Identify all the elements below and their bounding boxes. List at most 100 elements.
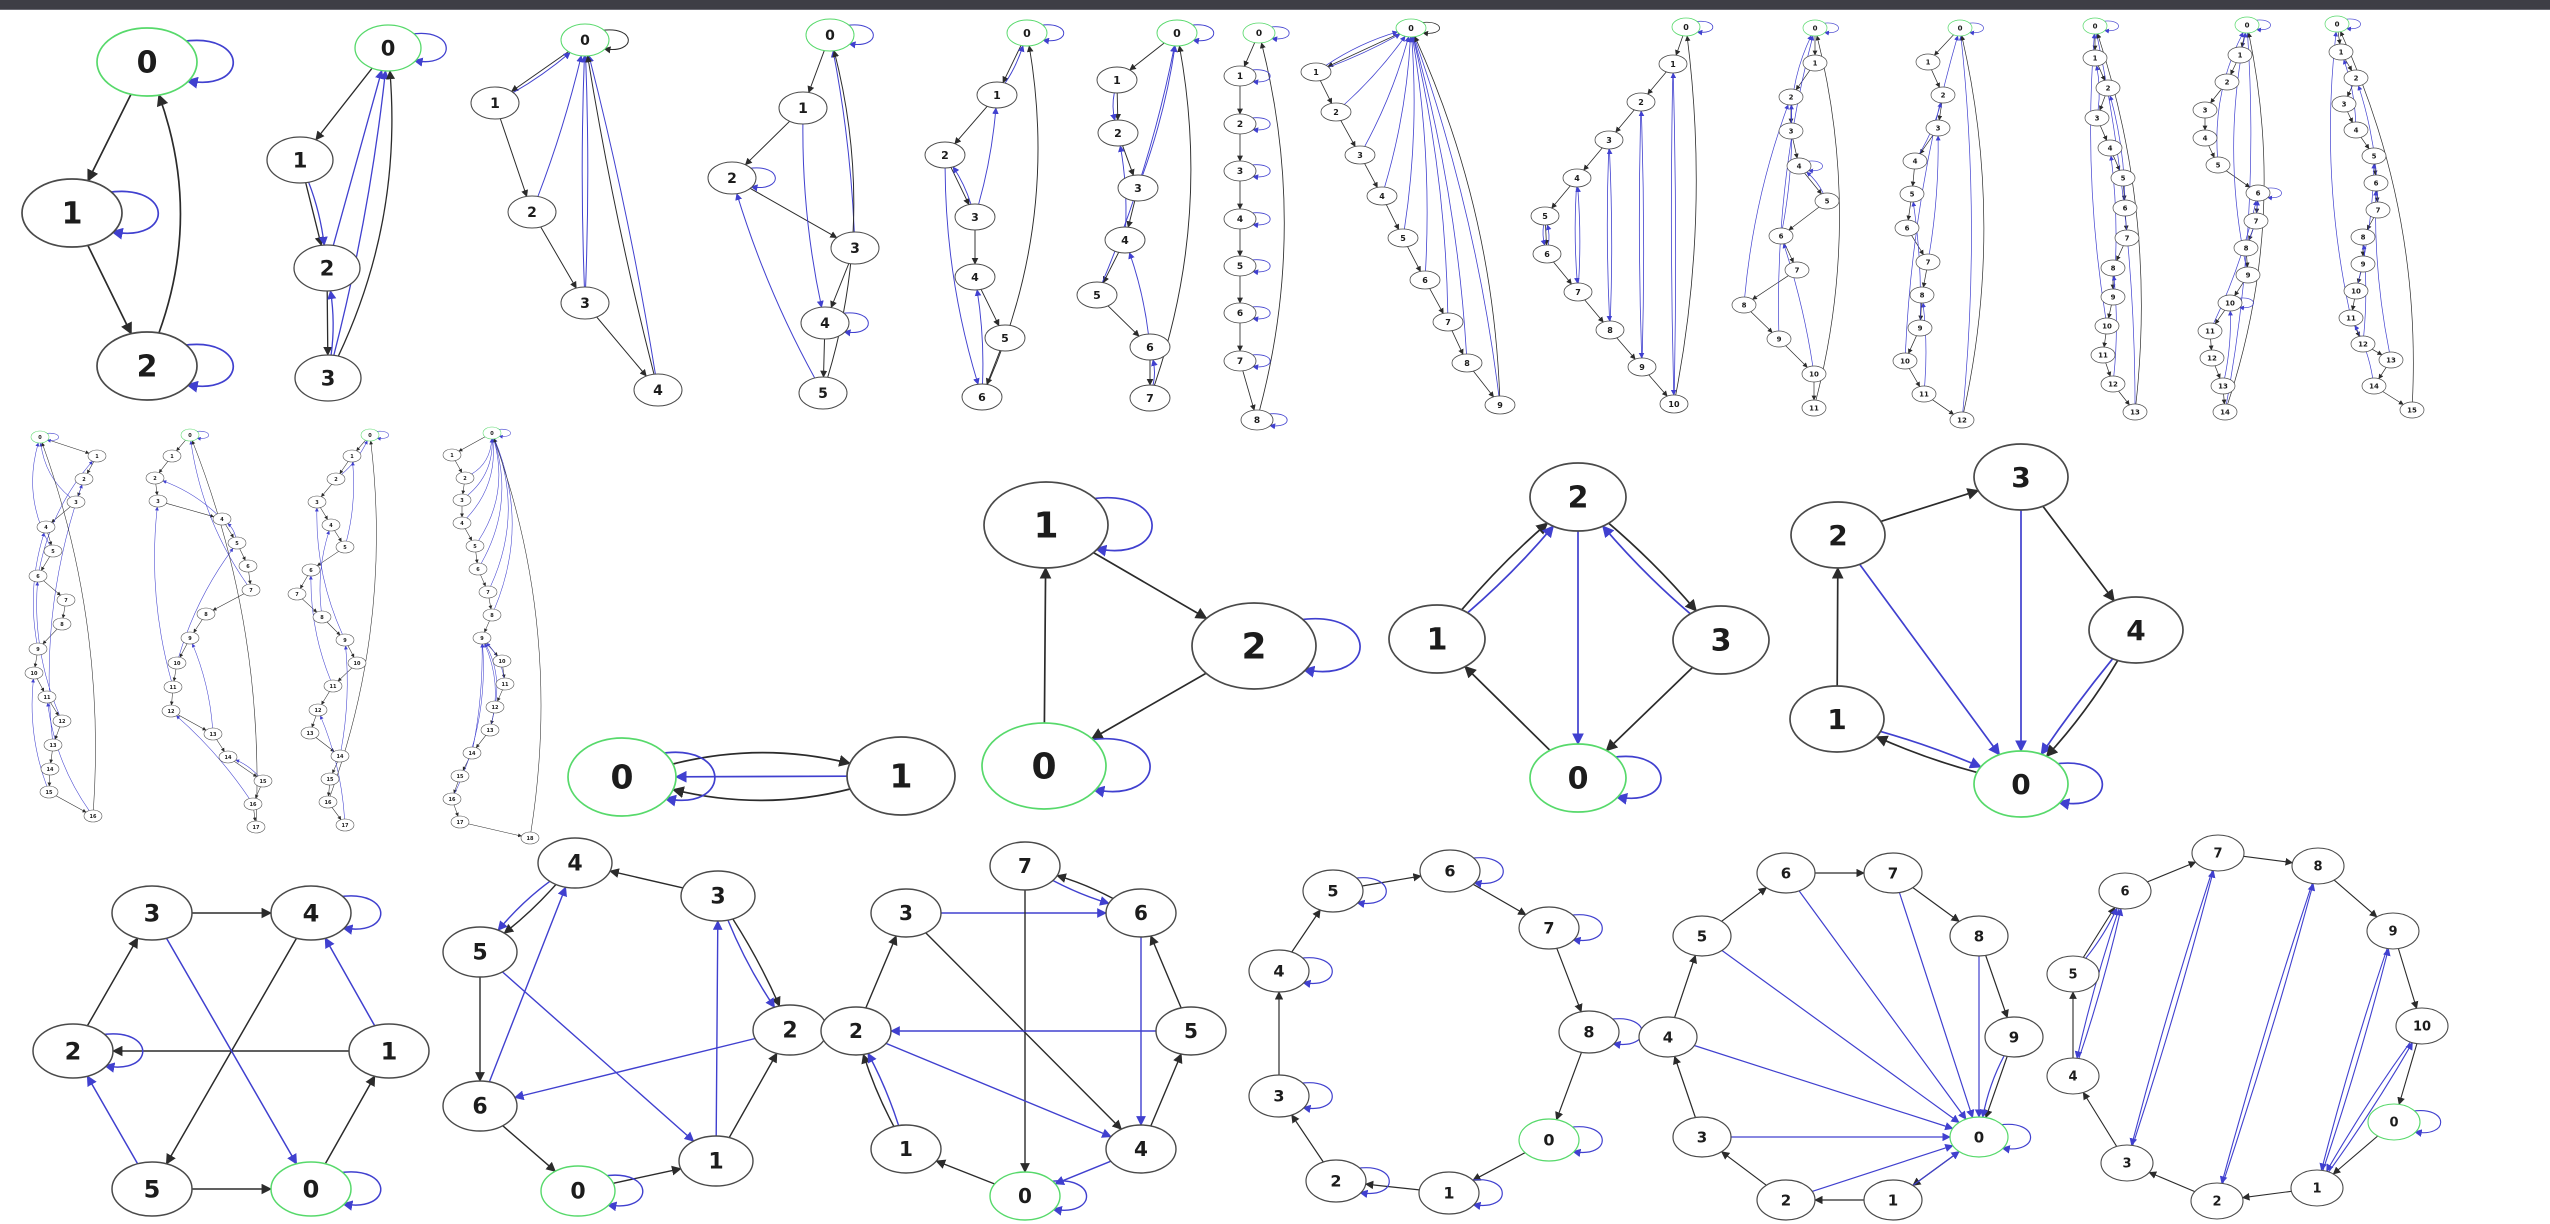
graph-edge [307, 181, 328, 247]
node-label: 5 [51, 549, 55, 555]
graph-node [2214, 73, 2240, 91]
graph-node [1451, 353, 1483, 373]
graph-node [294, 354, 362, 402]
graph-edge [2328, 1042, 2413, 1173]
self-loop-edge [2345, 18, 2361, 32]
graph-node [1894, 219, 1920, 237]
graph-edge [1721, 887, 1768, 922]
graph-edge [347, 645, 355, 658]
self-loop-edge [841, 312, 869, 337]
graph-edge [472, 643, 485, 748]
node-label: 2 [320, 256, 335, 280]
node-label: 1 [1313, 68, 1319, 77]
node-label: 4 [2126, 614, 2145, 647]
graph-node [1915, 253, 1941, 271]
graph-node [820, 1006, 892, 1056]
graph-edge [1583, 147, 1603, 171]
graph-node [1248, 1074, 1310, 1118]
graph-node [1104, 226, 1146, 254]
graph-node [348, 1023, 430, 1079]
graph-edge [315, 737, 335, 752]
graph-edge [2326, 1041, 2411, 1172]
graph-node [2233, 239, 2259, 257]
graph-node [1626, 92, 1656, 112]
graph-node [1802, 54, 1828, 72]
graph-edge [1638, 110, 1645, 359]
graph-node [2190, 1182, 2244, 1220]
node-label: 16 [250, 802, 257, 808]
graph-node [1627, 357, 1657, 377]
node-label: 2 [1568, 481, 1589, 516]
node-label: 1 [1926, 58, 1931, 66]
graph-edge [2099, 95, 2106, 111]
graph-node [954, 263, 996, 291]
node-label: 4 [1797, 162, 1802, 170]
node-label: 13 [2218, 382, 2228, 390]
graph-node [633, 373, 683, 407]
node-label: 2 [941, 149, 949, 162]
graph-edge [2045, 659, 2119, 758]
automaton-graph-b4: 2 1 3 0 [1388, 462, 1770, 813]
graph-edge [2146, 861, 2197, 883]
node-label: 4 [567, 852, 582, 877]
node-label: 6 [246, 564, 250, 570]
graph-edge [1149, 935, 1182, 1009]
node-label: 2 [137, 350, 158, 385]
graph-edge [501, 971, 695, 1142]
graph-edge [807, 50, 825, 94]
node-label: 4 [303, 899, 320, 927]
graph-edge [935, 1159, 996, 1185]
graph-node [830, 231, 880, 265]
graph-node [2046, 1057, 2100, 1095]
graph-edge [305, 182, 324, 247]
graph-edge [2221, 393, 2227, 405]
graph-edge [502, 1125, 557, 1172]
node-label: 16 [325, 800, 332, 806]
graph-node [981, 722, 1107, 810]
graph-edge [1605, 666, 1694, 752]
graph-edge [36, 678, 45, 692]
node-label: 11 [44, 695, 51, 701]
graph-edge [1638, 110, 1645, 359]
node-label: 4 [44, 525, 48, 531]
graph-edge [612, 1165, 682, 1184]
node-label: 9 [2361, 260, 2366, 268]
node-label: 6 [1444, 862, 1455, 881]
graph-edge [323, 290, 333, 356]
node-label: 1 [2238, 51, 2243, 59]
node-label: 1 [1237, 72, 1243, 82]
node-label: 12 [315, 708, 322, 714]
graph-edge [1384, 36, 1414, 188]
graph-node [180, 631, 200, 645]
graph-node [360, 428, 380, 442]
node-label: 14 [469, 751, 476, 757]
node-label: 11 [1809, 404, 1819, 412]
graph-node [43, 738, 63, 752]
automaton-graph-g5: 0 1 2 3 4 5 6 [924, 19, 1065, 411]
graph-edge [950, 166, 970, 206]
graph-node [203, 727, 223, 741]
node-label: 3 [580, 296, 590, 312]
node-label: 10 [2413, 1020, 2431, 1035]
graph-edge [42, 628, 58, 645]
node-label: 6 [2123, 204, 2128, 212]
graph-edge [1616, 337, 1636, 360]
graph-node [2365, 201, 2391, 219]
graph-edge [1101, 45, 1177, 283]
graph-edge [537, 55, 584, 197]
graph-edge [980, 288, 1000, 327]
node-label: 5 [473, 544, 477, 550]
graph-node [1076, 281, 1118, 309]
graph-node [96, 331, 198, 401]
graph-edge [1242, 370, 1256, 411]
graph-edge [1606, 148, 1613, 322]
node-label: 7 [1926, 258, 1931, 266]
node-label: 3 [2203, 106, 2208, 114]
node-label: 8 [1920, 291, 1925, 299]
automaton-graph-b11: 0 1 2 3 4 5 6 7 8 9 10 [2046, 834, 2449, 1220]
self-loop-edge [1089, 496, 1153, 557]
node-label: 15 [260, 779, 267, 785]
graph-edge [41, 556, 50, 571]
